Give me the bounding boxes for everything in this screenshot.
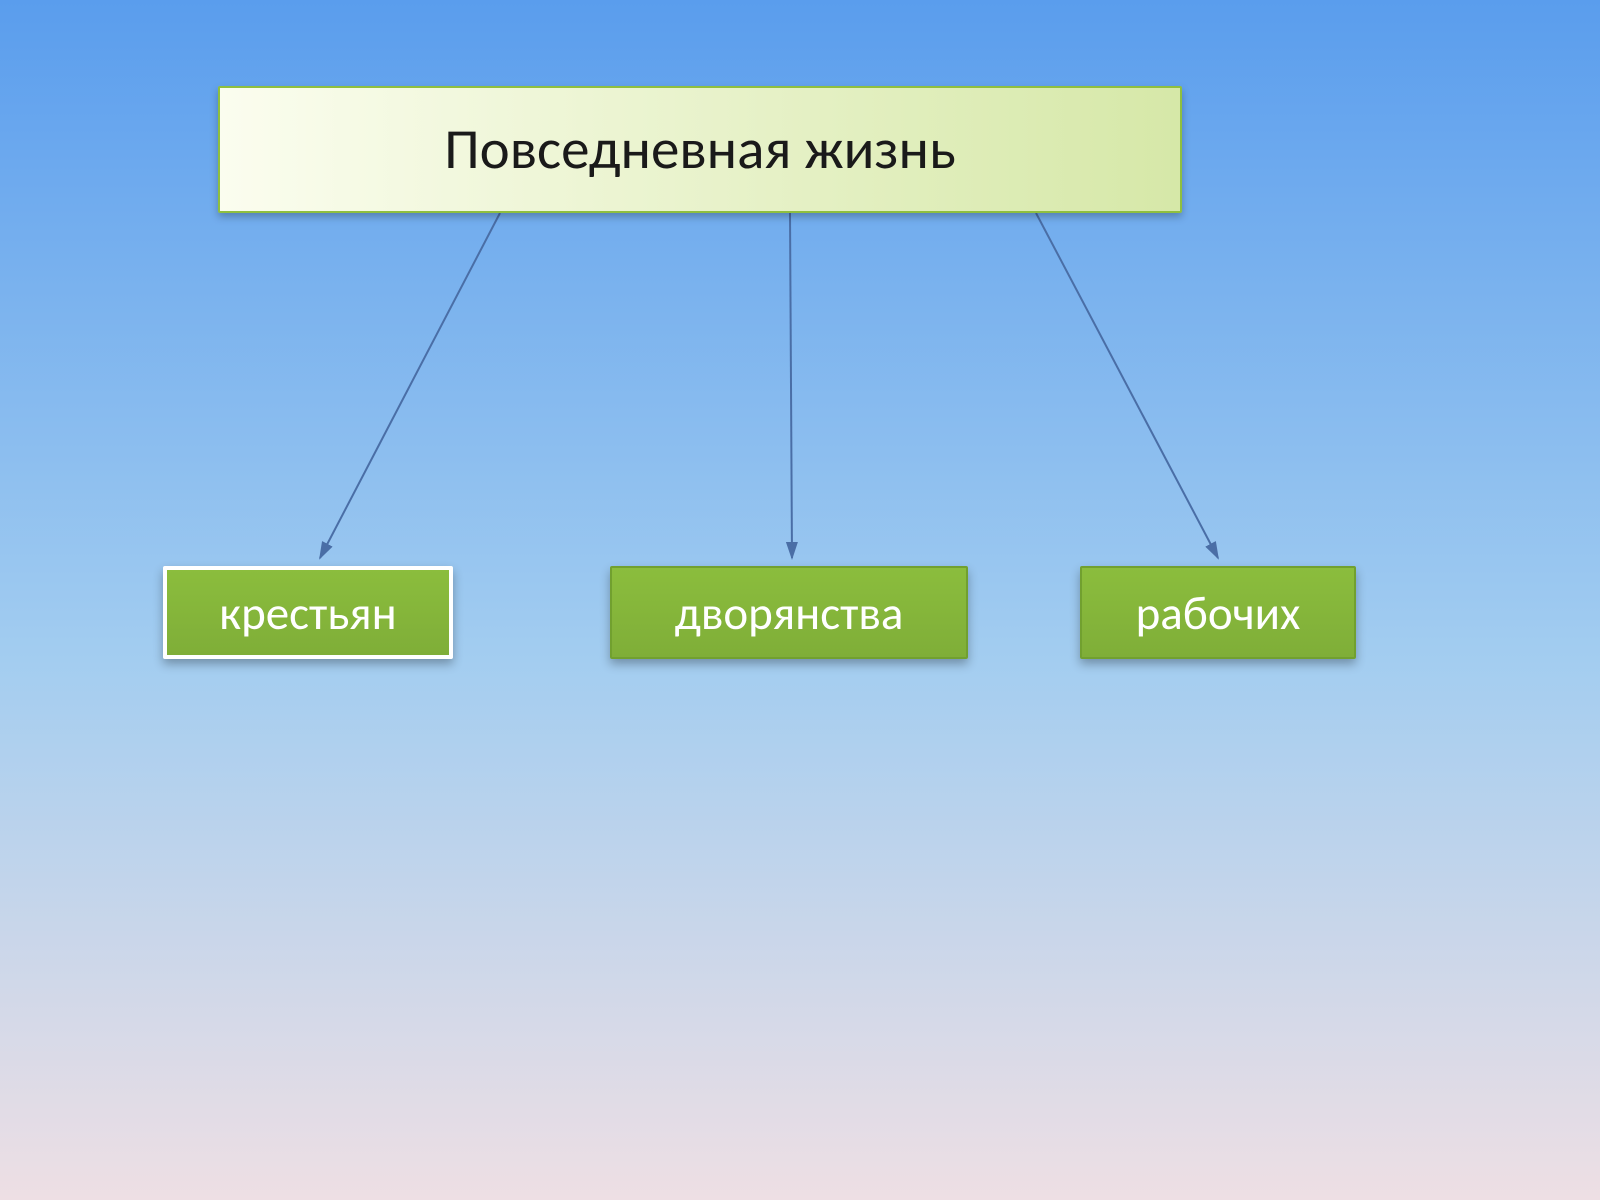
edge-1 xyxy=(790,213,792,558)
edge-0 xyxy=(320,213,500,558)
child-box-nobility: дворянства xyxy=(610,566,968,659)
title-box: Повседневная жизнь xyxy=(218,86,1182,213)
child-box-peasants: крестьян xyxy=(163,566,453,659)
child-label: крестьян xyxy=(219,584,396,642)
child-box-workers: рабочих xyxy=(1080,566,1356,659)
edge-2 xyxy=(1036,213,1218,558)
diagram-canvas: Повседневная жизнь крестьян дворянства раб… xyxy=(0,0,1600,1200)
child-label: дворянства xyxy=(675,584,904,642)
child-label: рабочих xyxy=(1136,584,1301,642)
title-label: Повседневная жизнь xyxy=(444,115,956,184)
